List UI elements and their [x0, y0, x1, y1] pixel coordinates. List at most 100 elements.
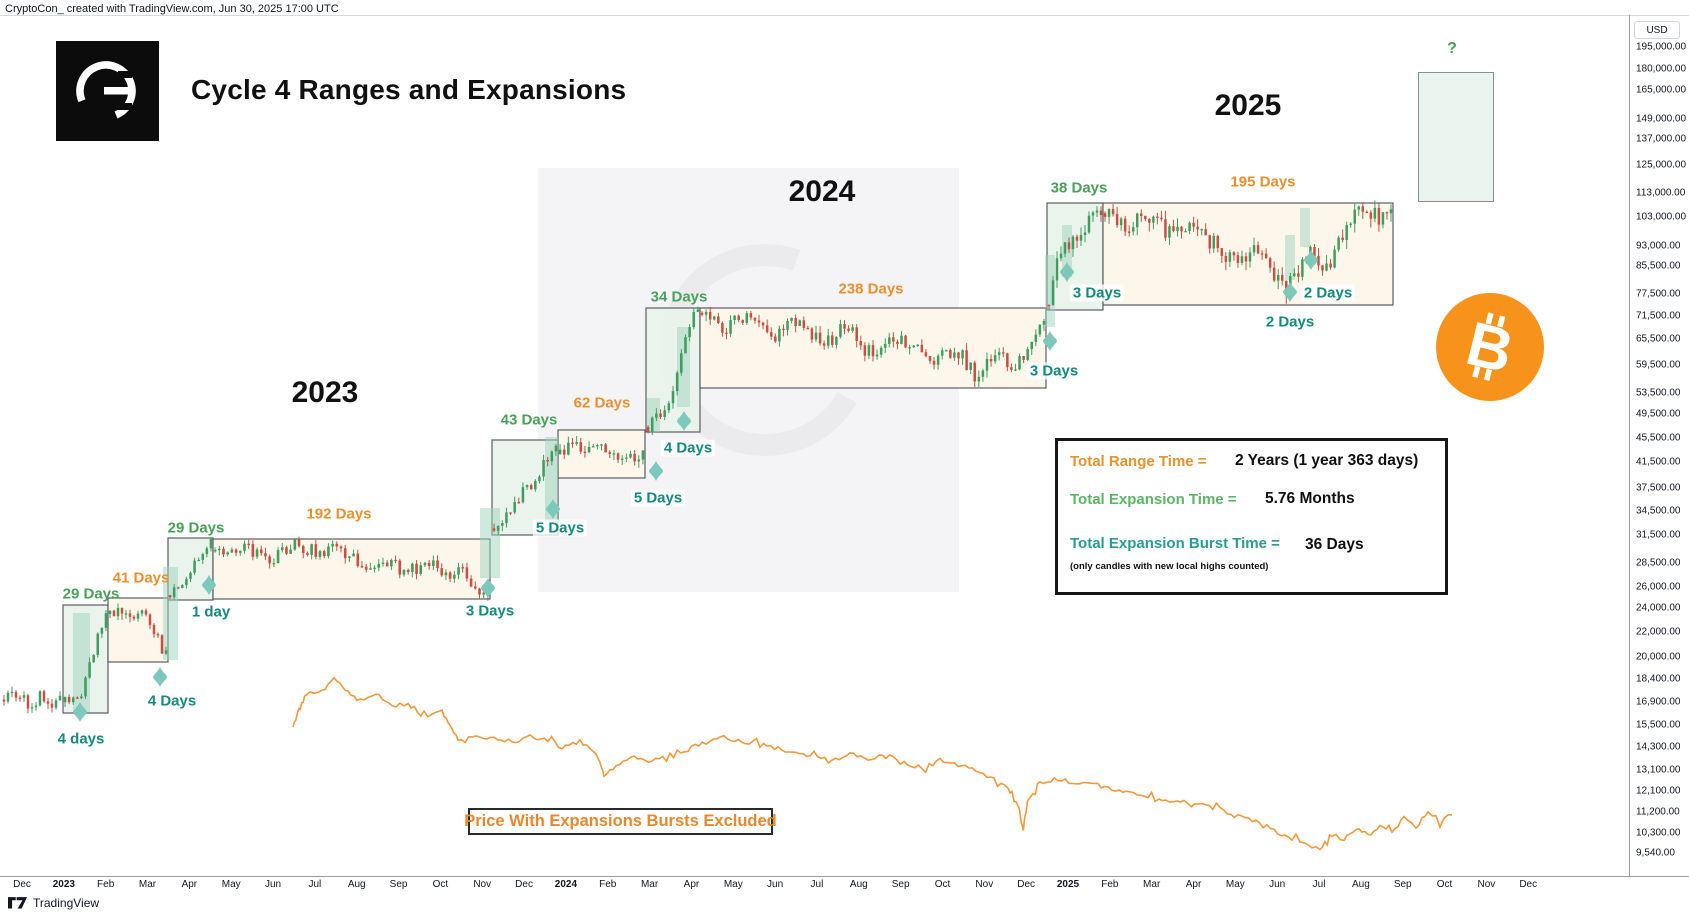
burst-band-4: [545, 437, 558, 522]
price-tick: 113,000.00: [1636, 187, 1686, 199]
time-tick: Aug: [1351, 879, 1370, 890]
time-tick: Sep: [891, 879, 910, 890]
time-tick: 2024: [554, 879, 578, 890]
price-tick: 149,000.00: [1636, 113, 1687, 125]
tradingview-logo-icon: [8, 897, 28, 909]
time-tick: Aug: [849, 879, 868, 890]
time-tick: Jun: [1269, 879, 1286, 890]
burst-band-10: [1300, 208, 1310, 247]
time-tick: May: [723, 879, 743, 890]
time-tick: Apr: [683, 879, 700, 890]
time-tick: Sep: [1393, 879, 1412, 890]
time-tick: Oct: [934, 879, 951, 890]
time-tick: Dec: [515, 879, 533, 890]
price-tick: 31,500.00: [1636, 529, 1681, 541]
time-tick: Oct: [1436, 879, 1453, 890]
price-tick: 10,300.00: [1636, 827, 1681, 839]
time-tick: Dec: [1017, 879, 1036, 890]
range-5-candles: [1103, 200, 1393, 304]
burst-arrow-icon-2: [153, 667, 167, 687]
time-axis-line: [0, 876, 1689, 877]
price-tick: 34,500.00: [1636, 505, 1681, 517]
time-tick: Dec: [13, 879, 31, 890]
burst-band-9: [1285, 235, 1295, 280]
price-tick: 24,000.00: [1636, 602, 1681, 614]
projection-range-box: [1418, 72, 1494, 202]
attribution-text: CryptoCon_ created with TradingView.com,…: [5, 3, 339, 15]
price-tick: 20,000.00: [1636, 651, 1681, 663]
burst-band-6: [677, 327, 690, 407]
burst-arrow-icon-10: [1283, 282, 1297, 302]
time-tick: 2025: [1056, 879, 1080, 890]
price-tick: 16,900.00: [1636, 696, 1681, 708]
price-tick: 26,000.00: [1636, 581, 1681, 593]
time-tick: Jul: [1312, 879, 1326, 890]
time-tick: Jul: [308, 879, 322, 890]
price-tick: 195,000.00: [1636, 41, 1687, 53]
burst-band-8: [1062, 225, 1072, 277]
time-tick: Aug: [347, 879, 366, 890]
price-tick: 12,100.00: [1636, 785, 1681, 797]
price-tick: 37,500.00: [1636, 482, 1681, 494]
price-tick: 125,000.00: [1636, 159, 1687, 171]
burst-band-2: [163, 567, 178, 660]
range-2-candles: [213, 536, 490, 601]
expansion-2-candles: [168, 537, 213, 600]
total-range-time-label: Total Range Time =: [1070, 453, 1207, 470]
pre-range-candles: [2, 686, 62, 714]
time-tick: Apr: [1185, 879, 1202, 890]
time-tick: Mar: [138, 879, 157, 890]
total-range-time-value: 2 Years (1 year 363 days): [1235, 452, 1419, 469]
time-tick: Sep: [389, 879, 408, 890]
tradingview-wordmark: TradingView: [33, 896, 100, 910]
time-tick: 2023: [52, 879, 75, 890]
burst-band-7: [1045, 255, 1055, 327]
expansion-4-candles: [646, 306, 700, 436]
expansion-3-candles: [492, 443, 558, 535]
price-tick: 103,000.00: [1636, 211, 1687, 223]
price-tick: 180,000.00: [1636, 63, 1687, 75]
burst-arrow-icon-4: [481, 578, 495, 598]
price-tick: 41,500.00: [1636, 456, 1681, 468]
burst-arrow-icon-8: [1043, 331, 1057, 351]
range-3-candles: [558, 436, 645, 468]
time-tick: Oct: [432, 879, 449, 890]
burst-arrow-icon-7: [677, 411, 691, 431]
time-tick: Dec: [1519, 879, 1538, 890]
excluded-price-line: [292, 676, 1453, 851]
price-tick: 53,500.00: [1636, 387, 1681, 399]
price-tick: 15,500.00: [1636, 719, 1681, 731]
total-expansion-burst-time-label: Total Expansion Burst Time =: [1070, 535, 1280, 552]
price-axis-line: [1629, 15, 1630, 876]
burst-arrow-icon-11: [1304, 250, 1318, 270]
price-tick: 14,300.00: [1636, 741, 1681, 753]
burst-arrow-icon-1: [73, 702, 87, 722]
total-expansion-time-label: Total Expansion Time =: [1070, 491, 1237, 508]
time-tick: Jul: [810, 879, 824, 890]
time-tick: May: [221, 879, 241, 890]
price-tick: 11,200.00: [1636, 806, 1680, 818]
range-3-box: [557, 429, 646, 479]
expansion-1-candles: [63, 610, 108, 707]
currency-chip[interactable]: USD: [1634, 21, 1680, 39]
tradingview-footer[interactable]: TradingView: [8, 896, 99, 910]
burst-arrow-icon-6: [649, 461, 663, 481]
range-2-box: [212, 538, 491, 600]
watermark-icon: [659, 244, 871, 456]
total-expansion-time-value: 5.76 Months: [1265, 490, 1355, 507]
time-tick: Feb: [599, 879, 617, 890]
price-tick: 85,500.00: [1636, 260, 1681, 272]
cryptocon-logo-icon: [56, 41, 159, 141]
stats-footnote: (only candles with new local highs count…: [1070, 561, 1269, 572]
price-tick: 71,500.00: [1636, 310, 1681, 322]
expansion-5-box: [1046, 202, 1104, 311]
time-tick: Feb: [97, 879, 115, 890]
price-tick: 18,400.00: [1636, 673, 1681, 685]
price-tick: 45,500.00: [1636, 432, 1681, 444]
time-tick: Mar: [640, 879, 659, 890]
burst-arrow-icon-9: [1060, 262, 1074, 282]
time-tick: Jun: [767, 879, 784, 890]
time-tick: Feb: [1101, 879, 1119, 890]
